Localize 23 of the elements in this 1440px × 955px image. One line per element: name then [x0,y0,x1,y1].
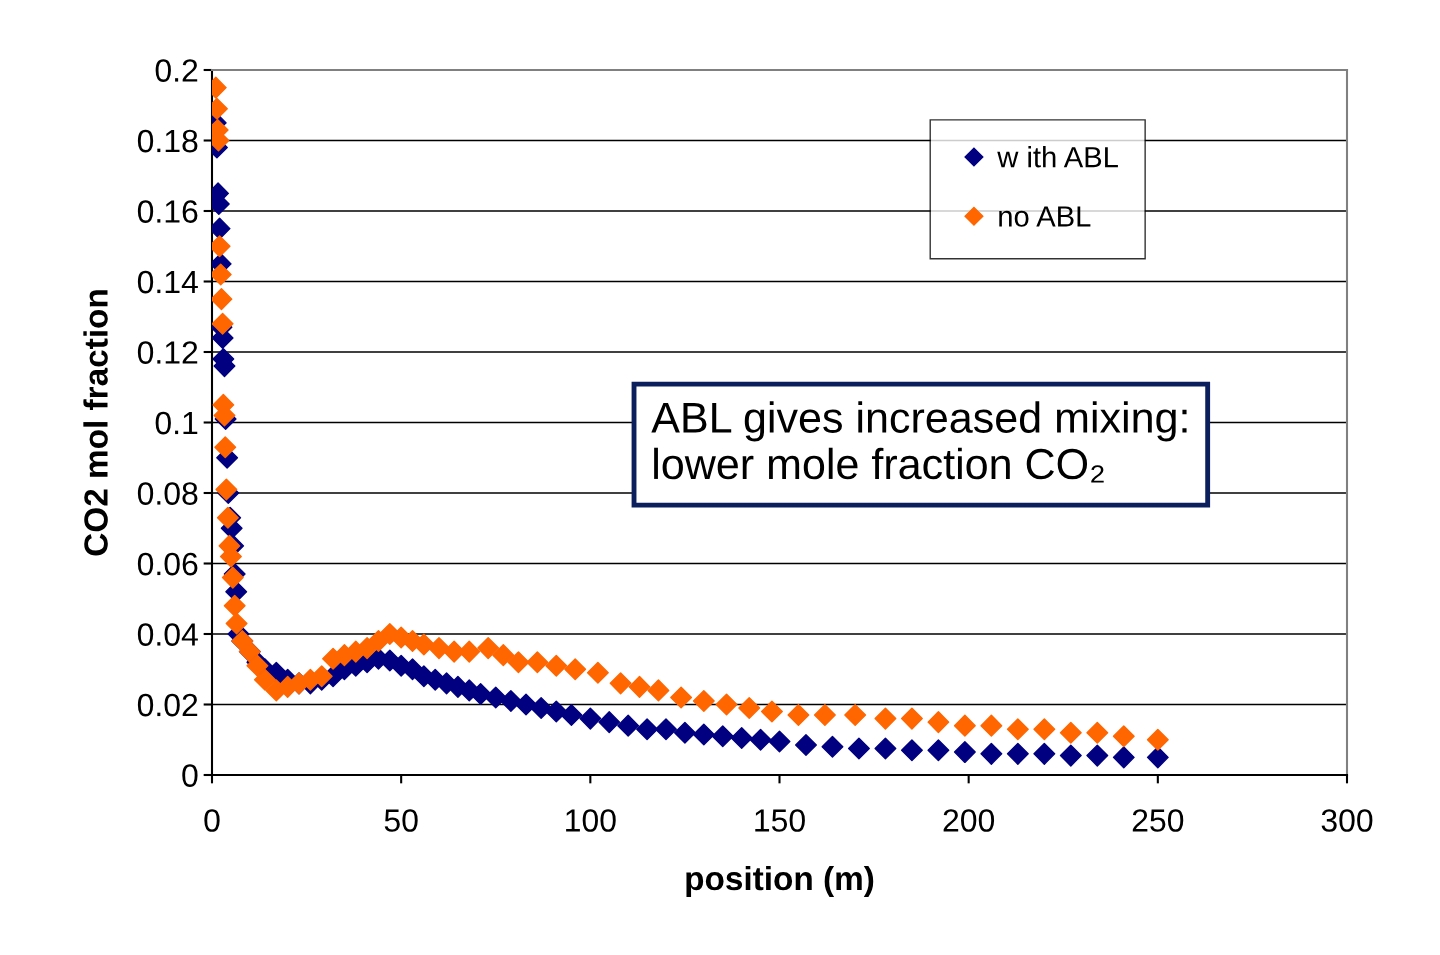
y-tick-label: 0.18 [137,129,198,153]
x-tick-label: 50 [384,809,418,832]
y-tick-label: 0.14 [137,270,198,294]
y-tick-label: 0.1 [155,411,198,435]
y-tick-label: 0.04 [137,623,198,646]
y-axis-title: CO2 mol fraction [83,290,108,556]
y-tick-label: 0.06 [137,552,198,576]
y-tick-label: 0 [182,764,198,787]
y-tick-label: 0.2 [155,59,198,82]
y-tick-label: 0.16 [137,200,198,223]
legend-label: no ABL [999,206,1091,227]
x-axis-title: position (m) [686,865,874,897]
y-tick-label: 0.08 [137,482,198,505]
legend-label: w ith ABL [997,146,1118,168]
x-tick-label: 200 [943,809,995,832]
annotation: ABL gives increased mixing: lower mole fraction CO₂ [651,401,1187,483]
x-tick-label: 150 [755,809,805,832]
x-tick-label: 300 [1321,809,1373,832]
x-tick-label: 0 [204,809,220,832]
y-tick-label: 0.02 [137,693,198,717]
x-tick-label: 100 [566,809,616,832]
x-tick-label: 250 [1132,809,1184,832]
y-tick-label: 0.12 [137,341,198,364]
